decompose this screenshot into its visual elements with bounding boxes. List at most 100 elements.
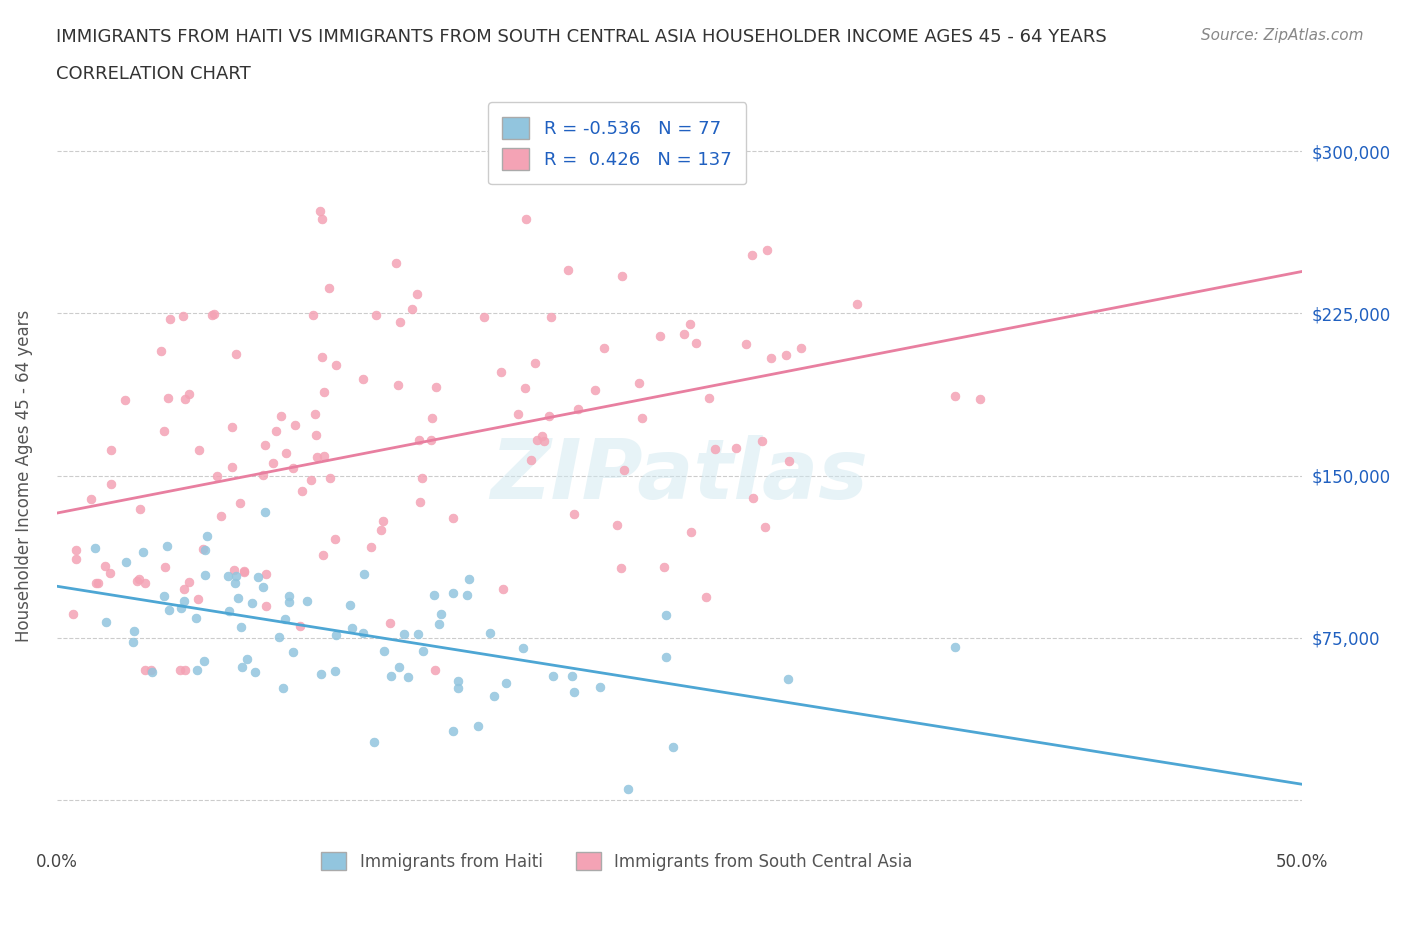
- Point: [589, 679, 612, 694]
- Point: [543, 669, 565, 684]
- Point: [364, 308, 387, 323]
- Point: [254, 598, 277, 613]
- Point: [169, 663, 191, 678]
- Point: [759, 351, 782, 365]
- Point: [754, 519, 776, 534]
- Point: [79, 492, 101, 507]
- Point: [297, 594, 319, 609]
- Point: [520, 453, 543, 468]
- Point: [380, 616, 402, 631]
- Point: [94, 559, 117, 574]
- Point: [412, 644, 434, 658]
- Point: [188, 443, 211, 458]
- Point: [225, 346, 247, 361]
- Point: [100, 442, 122, 457]
- Point: [491, 582, 513, 597]
- Point: [561, 669, 583, 684]
- Point: [254, 438, 277, 453]
- Point: [170, 601, 193, 616]
- Point: [240, 595, 263, 610]
- Point: [401, 301, 423, 316]
- Point: [388, 659, 411, 674]
- Point: [515, 212, 537, 227]
- Point: [567, 402, 589, 417]
- Point: [132, 544, 155, 559]
- Point: [540, 310, 562, 325]
- Point: [457, 572, 479, 587]
- Point: [734, 337, 756, 352]
- Point: [562, 507, 585, 522]
- Point: [278, 589, 301, 604]
- Point: [233, 564, 256, 578]
- Point: [84, 540, 107, 555]
- Point: [157, 603, 180, 618]
- Point: [194, 543, 217, 558]
- Point: [229, 496, 252, 511]
- Point: [193, 654, 215, 669]
- Point: [323, 663, 346, 678]
- Point: [695, 590, 717, 604]
- Point: [65, 551, 87, 566]
- Point: [482, 688, 505, 703]
- Point: [302, 308, 325, 323]
- Point: [311, 350, 333, 365]
- Point: [187, 591, 209, 606]
- Point: [225, 568, 247, 583]
- Legend: Immigrants from Haiti, Immigrants from South Central Asia: Immigrants from Haiti, Immigrants from S…: [314, 844, 921, 879]
- Point: [408, 432, 430, 447]
- Point: [943, 640, 966, 655]
- Point: [447, 681, 470, 696]
- Point: [681, 525, 703, 539]
- Point: [221, 419, 243, 434]
- Point: [245, 664, 267, 679]
- Text: ZIPatlas: ZIPatlas: [491, 435, 869, 516]
- Point: [429, 617, 451, 631]
- Point: [685, 336, 707, 351]
- Point: [423, 663, 446, 678]
- Point: [218, 604, 240, 618]
- Point: [363, 735, 385, 750]
- Point: [339, 598, 361, 613]
- Point: [264, 423, 287, 438]
- Point: [153, 589, 176, 604]
- Point: [703, 442, 725, 457]
- Point: [609, 560, 631, 575]
- Point: [205, 469, 228, 484]
- Point: [284, 418, 307, 432]
- Point: [325, 357, 347, 372]
- Point: [396, 670, 419, 684]
- Point: [114, 554, 136, 569]
- Point: [846, 297, 869, 312]
- Point: [273, 612, 295, 627]
- Point: [252, 467, 274, 482]
- Point: [173, 581, 195, 596]
- Point: [312, 548, 335, 563]
- Point: [271, 681, 294, 696]
- Point: [557, 263, 579, 278]
- Point: [191, 541, 214, 556]
- Point: [195, 529, 218, 544]
- Point: [159, 312, 181, 326]
- Point: [352, 626, 374, 641]
- Point: [409, 495, 432, 510]
- Point: [222, 563, 245, 578]
- Point: [472, 310, 495, 325]
- Point: [233, 565, 256, 579]
- Point: [423, 587, 446, 602]
- Point: [325, 628, 347, 643]
- Point: [174, 392, 197, 406]
- Point: [491, 365, 513, 379]
- Point: [304, 428, 326, 443]
- Point: [406, 286, 429, 301]
- Point: [652, 560, 675, 575]
- Point: [267, 630, 290, 644]
- Point: [128, 501, 150, 516]
- Point: [87, 576, 110, 591]
- Point: [943, 389, 966, 404]
- Point: [323, 532, 346, 547]
- Point: [231, 659, 253, 674]
- Point: [186, 611, 208, 626]
- Point: [291, 484, 314, 498]
- Point: [221, 460, 243, 475]
- Point: [613, 462, 636, 477]
